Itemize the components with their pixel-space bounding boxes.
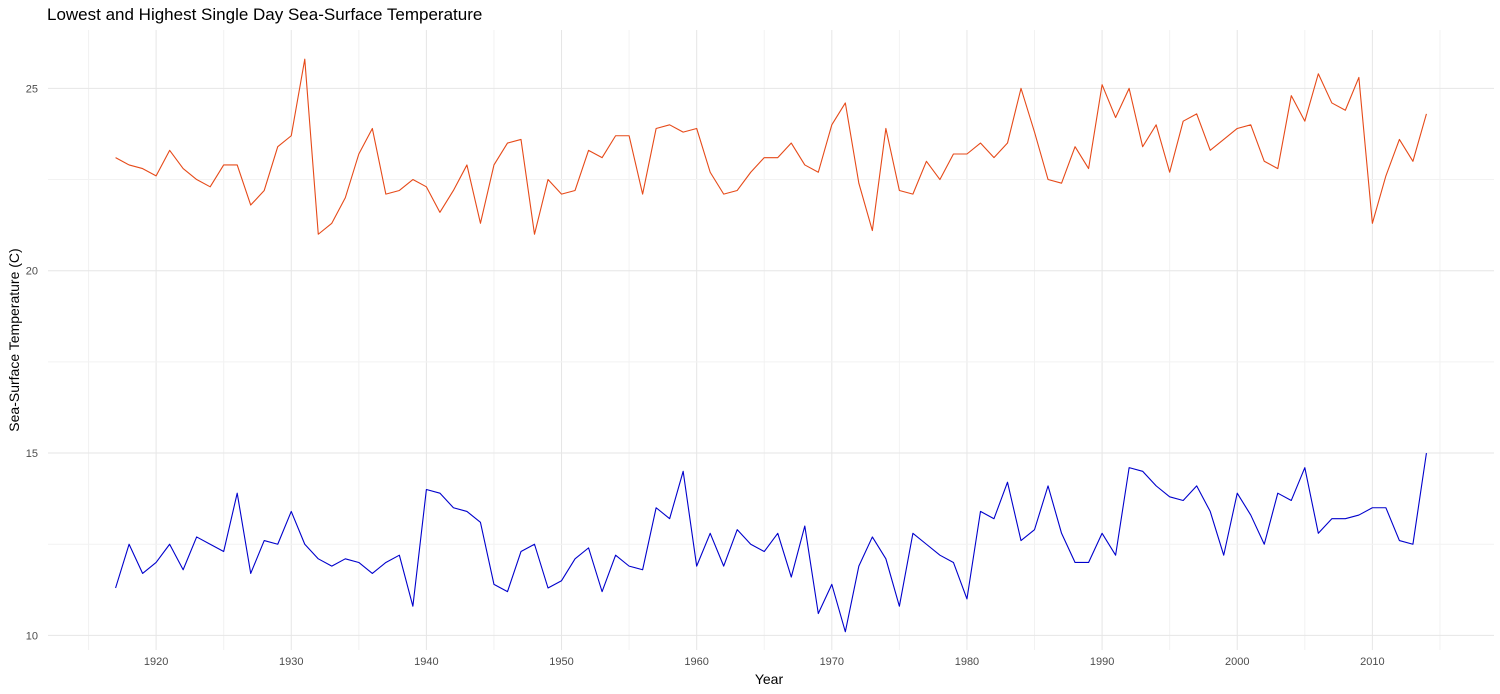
y-axis-title: Sea-Surface Temperature (C) [6,248,22,431]
y-tick-label: 15 [26,448,38,460]
grid [48,30,1494,650]
x-tick-label: 1970 [820,656,844,668]
series-line-lowest [115,452,1427,633]
x-tick-label: 2000 [1225,656,1249,668]
x-tick-label: 1980 [955,656,979,668]
x-tick-label: 2010 [1360,656,1384,668]
x-tick-label: 1950 [549,656,573,668]
x-tick-label: 1920 [144,656,168,668]
y-axis-ticks: 10 15 20 25 [26,83,38,642]
x-axis-title: Year [755,671,784,687]
series-line-highest [115,58,1427,235]
chart-title: Lowest and Highest Single Day Sea-Surfac… [47,5,483,24]
series-lines [115,58,1427,633]
x-axis-ticks: 1920 1930 1940 1950 1960 1970 1980 1990 2000 2010 [144,656,1385,668]
x-tick-label: 1960 [684,656,708,668]
x-tick-label: 1990 [1090,656,1114,668]
y-tick-label: 10 [26,630,38,642]
y-tick-label: 20 [26,266,38,278]
x-tick-label: 1930 [279,656,303,668]
x-tick-label: 1940 [414,656,438,668]
y-tick-label: 25 [26,83,38,95]
